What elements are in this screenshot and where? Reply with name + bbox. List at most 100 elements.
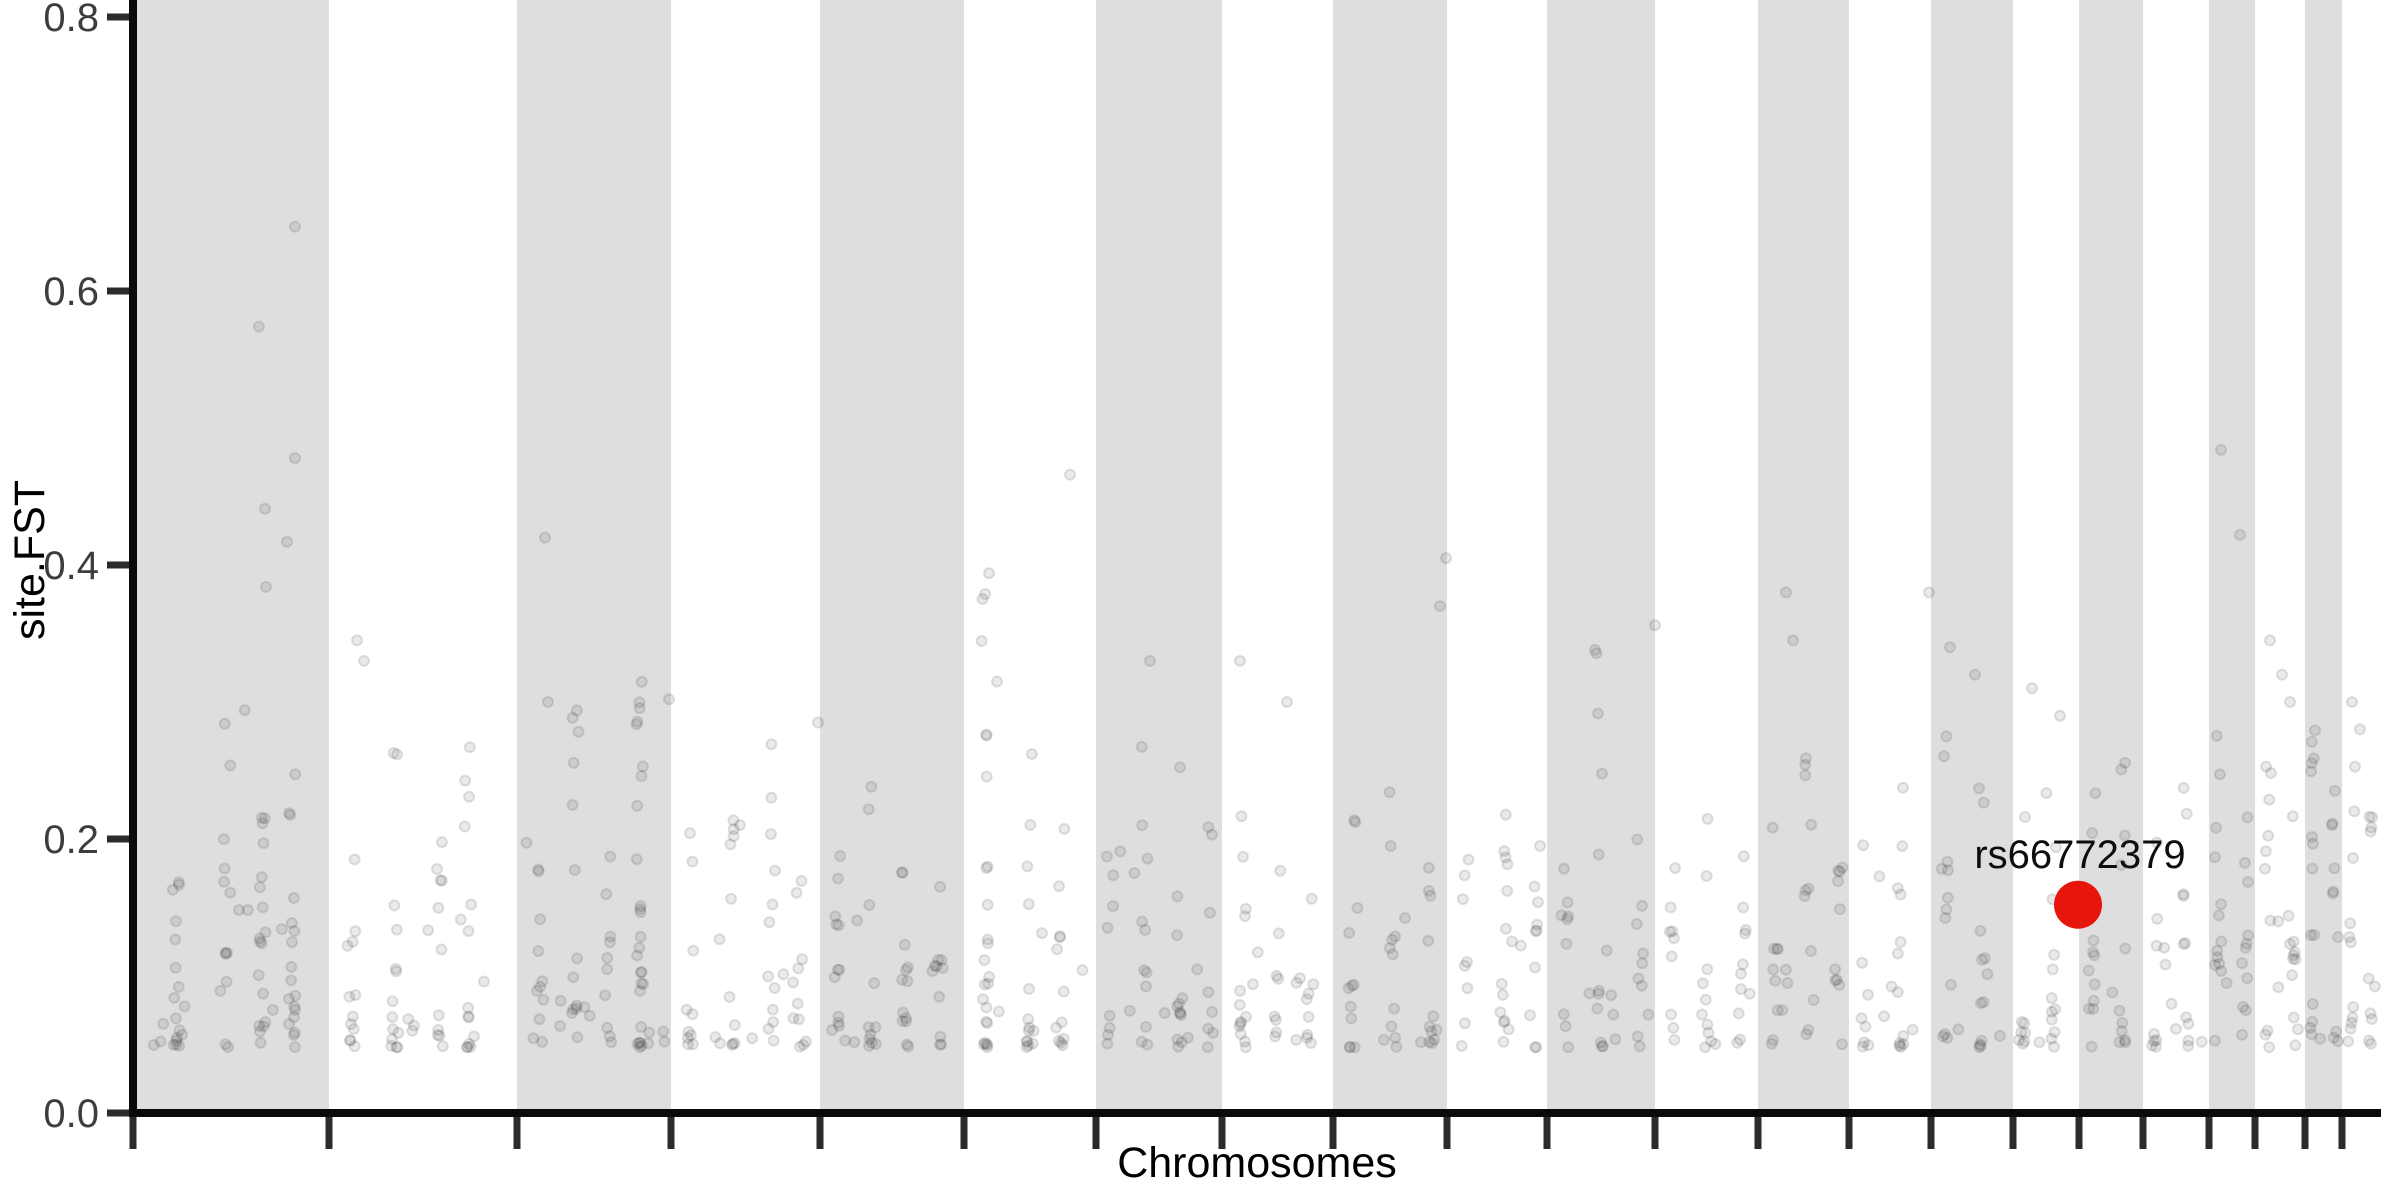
data-point <box>1348 1041 1361 1054</box>
data-point <box>934 1030 947 1043</box>
data-point <box>2115 763 2128 776</box>
data-point <box>1830 973 1843 986</box>
data-point <box>542 696 554 708</box>
data-point <box>685 1029 697 1042</box>
x-tick <box>2338 1117 2346 1149</box>
data-point <box>2241 972 2254 985</box>
data-point <box>2234 528 2246 541</box>
data-point <box>1829 963 1842 976</box>
data-point <box>635 675 648 688</box>
data-point <box>1669 862 1682 875</box>
data-point <box>831 963 844 976</box>
data-point <box>2177 889 2190 902</box>
y-axis-title: site.FST <box>6 480 54 640</box>
data-point <box>1272 927 1285 940</box>
data-point <box>899 1012 912 1025</box>
data-point <box>1649 619 1661 632</box>
data-point <box>219 1038 232 1051</box>
data-point <box>2306 1015 2319 1028</box>
data-point <box>222 1041 234 1054</box>
data-point <box>346 1010 359 1023</box>
x-tick <box>1092 1117 1100 1149</box>
data-point <box>1859 1020 1872 1033</box>
chromosome-band <box>1758 0 1849 1109</box>
data-point <box>1233 1020 1246 1033</box>
data-point <box>981 933 994 946</box>
data-point <box>863 1033 876 1046</box>
data-point <box>1667 1021 1680 1034</box>
data-point <box>848 1036 861 1049</box>
data-point <box>633 696 646 709</box>
data-point <box>431 1028 444 1041</box>
data-point <box>1141 852 1154 865</box>
data-point <box>2328 784 2341 797</box>
data-point <box>2365 821 2378 834</box>
data-point <box>391 748 403 761</box>
y-tick-label: 0.4 <box>43 544 99 588</box>
data-point <box>1386 933 1399 946</box>
data-point <box>2325 819 2338 831</box>
data-point <box>218 717 231 730</box>
data-point <box>1238 1035 1251 1048</box>
data-point <box>936 962 949 974</box>
data-point <box>2182 1039 2195 1052</box>
data-point <box>533 1013 546 1026</box>
data-point <box>1701 812 1714 825</box>
data-point <box>1139 1020 1152 1033</box>
y-tick <box>107 1109 129 1117</box>
data-point <box>980 728 993 741</box>
data-point <box>1054 930 1067 943</box>
data-point <box>2362 972 2375 985</box>
data-point <box>254 1036 267 1049</box>
data-point <box>1426 1037 1438 1050</box>
data-point <box>1771 942 1784 955</box>
data-point <box>1383 942 1396 954</box>
data-point <box>1174 761 1186 774</box>
data-point <box>432 1009 445 1022</box>
data-point <box>392 1026 405 1039</box>
data-point <box>2119 1034 2131 1047</box>
data-point <box>1776 1004 1789 1017</box>
data-point <box>168 991 181 1004</box>
data-point <box>932 953 945 966</box>
chromosome-band <box>133 0 329 1109</box>
data-point <box>830 918 843 931</box>
data-point <box>1428 1033 1441 1046</box>
data-point <box>767 1034 780 1047</box>
data-point <box>1787 634 1799 647</box>
data-point <box>2287 935 2300 948</box>
data-point <box>2116 1017 2129 1029</box>
data-point <box>1894 1040 1907 1053</box>
data-point <box>1975 997 1987 1010</box>
data-point <box>1856 956 1869 969</box>
data-point <box>1036 927 1048 940</box>
data-point <box>285 974 298 987</box>
data-point <box>434 874 447 887</box>
data-point <box>1347 978 1360 991</box>
data-point <box>724 838 737 851</box>
data-point <box>2262 829 2275 842</box>
data-point <box>1022 1039 1035 1052</box>
data-point <box>1064 468 1076 481</box>
data-point <box>2212 909 2225 922</box>
data-point <box>2364 1007 2377 1020</box>
data-point <box>633 1036 646 1049</box>
data-point <box>2289 953 2302 966</box>
data-point <box>2048 948 2061 961</box>
data-point <box>1592 707 1604 720</box>
data-point <box>1022 1013 1035 1026</box>
data-point <box>1633 1040 1646 1053</box>
data-point <box>791 997 804 1010</box>
data-point <box>1938 1028 1951 1040</box>
data-point <box>1440 552 1452 565</box>
data-point <box>1885 980 1898 993</box>
data-point <box>2328 862 2341 875</box>
data-point <box>1175 1009 1188 1021</box>
data-point <box>633 941 646 954</box>
data-point <box>1771 1004 1784 1017</box>
data-point <box>1893 1039 1906 1052</box>
data-point <box>1388 1002 1401 1015</box>
data-point <box>1422 934 1435 947</box>
data-point <box>793 1040 806 1053</box>
data-point <box>349 925 362 938</box>
